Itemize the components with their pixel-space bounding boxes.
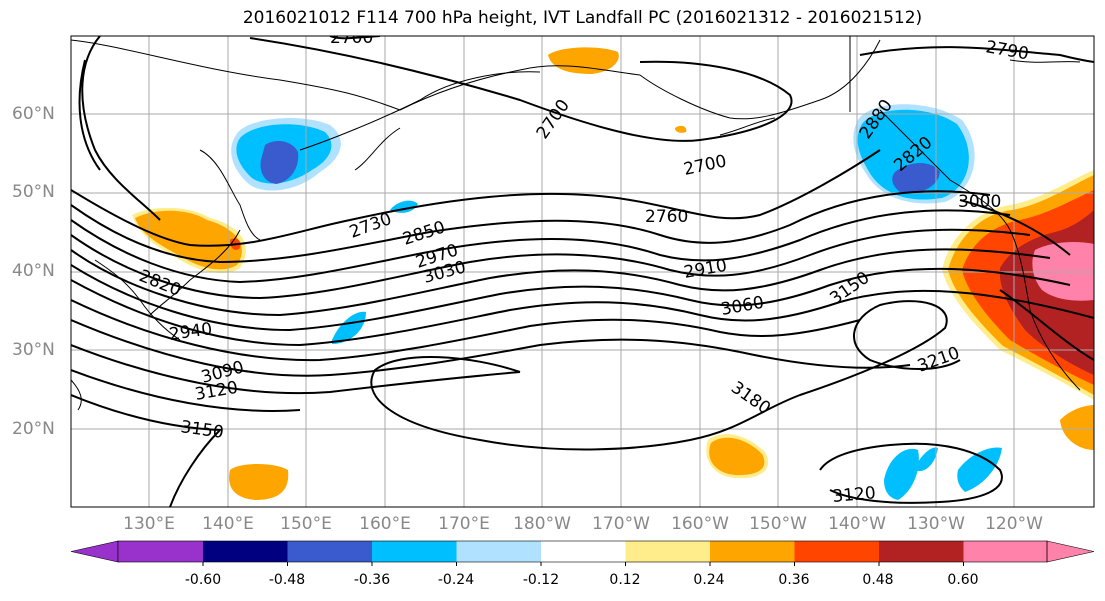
- colorbar-tick: 0.12: [609, 572, 641, 588]
- colorbar-tick: -0.24: [437, 572, 475, 588]
- lon-label-160e: 160°E: [359, 514, 411, 534]
- contour-label: 3180: [727, 378, 774, 419]
- colorbar-tick: 0.60: [947, 572, 979, 588]
- graticule: [71, 36, 1094, 507]
- colorbar-segment: [879, 541, 964, 562]
- map-frame: [70, 35, 1095, 508]
- colorbar-segment: [287, 541, 372, 562]
- lon-label-140e: 140°E: [202, 514, 254, 534]
- lat-label-30n: 30°N: [12, 340, 55, 360]
- lon-label-140w: 140°W: [828, 514, 886, 534]
- contour-label: 3120: [832, 483, 877, 507]
- lon-label-130e: 130°E: [123, 514, 175, 534]
- contour-label: 2700: [330, 28, 373, 48]
- contour-label: 2940: [168, 319, 214, 345]
- lon-label-170w: 170°W: [592, 514, 650, 534]
- colorbar-segment: [372, 541, 457, 562]
- contour-label: 3120: [193, 378, 239, 405]
- colorbar-segment: [794, 541, 879, 562]
- height-contours: [71, 36, 1094, 507]
- colorbar-segment: [118, 541, 203, 562]
- lat-label-50n: 50°N: [12, 182, 55, 202]
- lon-label-130w: 130°W: [907, 514, 965, 534]
- colorbar-tick: 0.36: [778, 572, 810, 588]
- map-title: 2016021012 F114 700 hPa height, IVT Land…: [242, 8, 923, 28]
- contour-label: 3150: [826, 268, 873, 309]
- colorbar-tick: -0.48: [268, 572, 306, 588]
- colorbar-outline: [117, 540, 1048, 563]
- contour-label: 2700: [682, 151, 728, 180]
- lon-label-180w: 180°W: [513, 514, 571, 534]
- contour-labels: 2700 2790 2700 2700 2760 2730 2850 2970 …: [136, 28, 1030, 507]
- colorbar-extend-left: [70, 540, 119, 563]
- colorbar-tick: 0.48: [862, 572, 894, 588]
- ivt-anomaly-fill: [132, 47, 1094, 500]
- lon-label-150e: 150°E: [280, 514, 332, 534]
- contour-label: 3060: [719, 293, 765, 320]
- contour-label: 2700: [533, 96, 574, 143]
- lon-label-160w: 160°W: [671, 514, 729, 534]
- colorbar-tick: 0.24: [693, 572, 725, 588]
- colorbar-segment: [203, 541, 288, 562]
- contour-label: 2760: [645, 207, 688, 227]
- colorbar-extend-right: [1046, 540, 1095, 563]
- contour-label: 3210: [915, 343, 962, 377]
- colorbar-segment: [541, 541, 626, 562]
- contour-label: 3000: [958, 192, 1001, 212]
- colorbar-tick: -0.36: [353, 572, 391, 588]
- contour-label: 2790: [984, 37, 1030, 64]
- colorbar: [70, 540, 1095, 566]
- colorbar-tick: -0.60: [184, 572, 222, 588]
- colorbar-segment: [710, 541, 795, 562]
- lon-label-170e: 170°E: [438, 514, 490, 534]
- lon-label-120w: 120°W: [985, 514, 1043, 534]
- lat-label-60n: 60°N: [12, 104, 55, 124]
- lat-label-20n: 20°N: [12, 419, 55, 439]
- colorbar-segment: [963, 541, 1047, 562]
- colorbar-tick: -0.12: [522, 572, 560, 588]
- colorbar-segment: [625, 541, 710, 562]
- contour-label: 3150: [179, 417, 225, 443]
- colorbar-segment: [456, 541, 541, 562]
- contour-label: 2730: [347, 209, 394, 243]
- lat-label-40n: 40°N: [12, 261, 55, 281]
- lon-label-150w: 150°W: [749, 514, 807, 534]
